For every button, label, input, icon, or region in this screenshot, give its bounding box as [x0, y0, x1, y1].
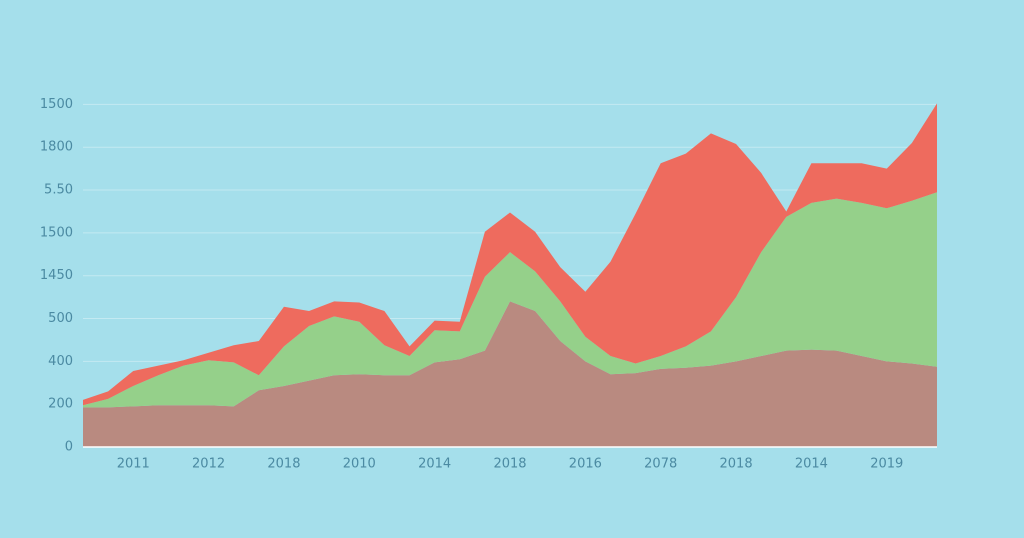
x-tick-label: 2010 [343, 457, 376, 472]
x-tick-label: 2018 [720, 457, 753, 472]
y-tick-label: 500 [48, 311, 73, 326]
y-tick-label: 5.50 [44, 183, 73, 198]
area [83, 192, 937, 408]
x-tick-label: 2078 [644, 457, 677, 472]
x-tick-label: 2014 [418, 457, 451, 472]
y-tick-label: 1450 [40, 268, 73, 283]
x-tick-label: 2018 [493, 457, 526, 472]
y-tick-label: 0 [65, 440, 73, 455]
x-tick-label: 2018 [267, 457, 300, 472]
x-tick-label: 2012 [192, 457, 225, 472]
area [83, 301, 937, 447]
y-tick-label: 1500 [40, 97, 73, 112]
y-tick-label: 200 [48, 397, 73, 412]
x-tick-label: 2016 [569, 457, 602, 472]
y-tick-label: 1500 [40, 225, 73, 240]
y-tick-label: 400 [48, 354, 73, 369]
x-tick-label: 2019 [870, 457, 903, 472]
area [83, 103, 937, 406]
x-tick-label: 2011 [117, 457, 150, 472]
y-tick-label: 1800 [40, 140, 73, 155]
x-tick-label: 2014 [795, 457, 828, 472]
